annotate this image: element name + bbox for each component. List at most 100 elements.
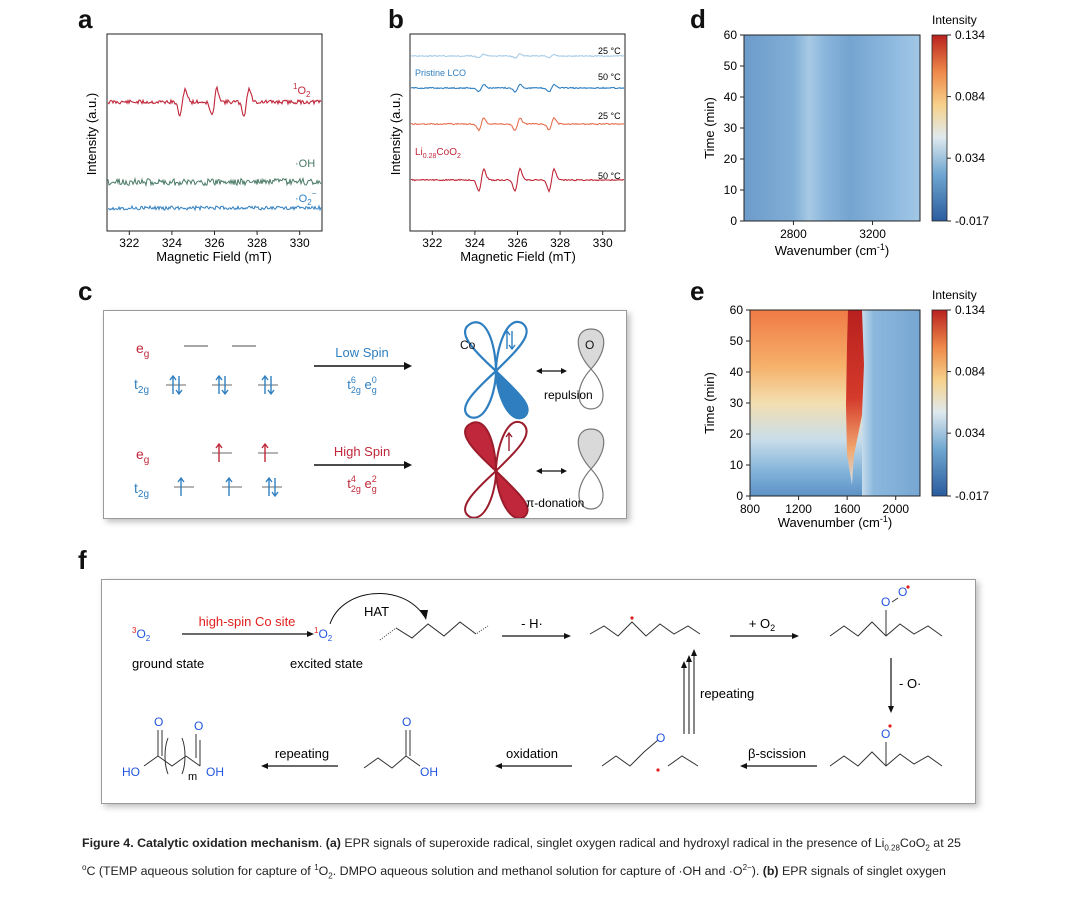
co-d-orbital-high xyxy=(464,420,529,520)
bracket-right xyxy=(181,737,186,775)
arrowhead xyxy=(404,461,412,469)
caption-text: C (TEMP aqueous solution for capture of xyxy=(86,864,315,879)
arrowhead xyxy=(495,763,502,769)
panel-label-d: d xyxy=(690,4,706,34)
heatmap-e: 0 10 20 30 40 50 60 800 1200 1600 2000 0.134 0.084 0… xyxy=(702,288,989,530)
beta-scission-label: β-scission xyxy=(748,746,806,761)
plus-o2-label: + O2 xyxy=(749,616,775,633)
o-p-orbital-high xyxy=(577,428,605,510)
acid-chain xyxy=(363,755,407,769)
ho-label: HO xyxy=(122,765,140,779)
colorbar-title: Intensity xyxy=(932,288,977,302)
x-tick-label: 328 xyxy=(550,236,570,250)
o-p-orbital-low: O xyxy=(577,328,605,410)
colorbar xyxy=(931,309,948,497)
x-axis-label: Magnetic Field (mT) xyxy=(460,249,576,264)
y-axis-label: Time (min) xyxy=(702,372,717,434)
arrowhead xyxy=(561,368,567,374)
ground-state-label: ground state xyxy=(132,656,204,671)
spin-up-arrow xyxy=(215,374,223,394)
eg-label-low: eg xyxy=(136,340,149,360)
radical-dot xyxy=(906,585,910,589)
caption-tag-a: (a) xyxy=(325,836,341,850)
epr-trace-oh xyxy=(107,176,322,188)
bond xyxy=(405,755,421,767)
x-tick-label: 326 xyxy=(204,236,224,250)
arrowhead xyxy=(420,610,428,620)
arrowhead xyxy=(561,468,567,474)
colorbar-tick-label: -0.017 xyxy=(955,214,989,228)
colorbar-tick-label: 0.134 xyxy=(955,28,985,42)
spin-up-arrow xyxy=(177,476,185,496)
colorbar-tick-label: 0.034 xyxy=(955,151,985,165)
epr-chart-a: 322 324 326 328 330 Magnetic Field (mT) Inte… xyxy=(84,33,323,264)
epr-trace-o2minus xyxy=(107,204,322,212)
t2g-label-high: t2g xyxy=(134,480,149,500)
caption-sub: 2 xyxy=(925,843,930,853)
repulsion-label: repulsion xyxy=(544,388,593,402)
ground-o2: 3O2 xyxy=(132,626,151,643)
panel-label-f: f xyxy=(78,545,87,575)
mechanism-diagram: 3O2 ground state high-spin Co site 1O2 e… xyxy=(122,585,943,783)
bond xyxy=(143,755,159,767)
minus-o-label: - O· xyxy=(899,676,921,691)
spin-down-arrow xyxy=(267,376,275,396)
low-spin-config: t6 2g e0 g xyxy=(347,375,377,395)
epr-trace-b-3 xyxy=(410,116,625,132)
radical-dot xyxy=(656,768,660,772)
oh-label: OH xyxy=(420,765,438,779)
radical-dot xyxy=(888,724,892,728)
high-spin-label: High Spin xyxy=(334,444,390,459)
excited-state-label: excited state xyxy=(290,656,363,671)
caption-text: CoO xyxy=(899,836,926,850)
m-label: m xyxy=(188,771,197,783)
y-tick-label: 40 xyxy=(724,90,738,104)
minus-h-label: - H· xyxy=(521,616,543,631)
caption-text: O xyxy=(318,864,329,879)
caption-title: Figure 4. Catalytic oxidation mechanism xyxy=(82,836,319,850)
x-axis-label: Wavenumber (cm-1) xyxy=(778,514,892,530)
o-atom: O xyxy=(194,719,203,733)
plot-frame xyxy=(409,33,626,232)
spin-up-arrow xyxy=(261,374,269,394)
colorbar-tick-label: 0.084 xyxy=(955,365,985,379)
alkane-chain-solid xyxy=(395,621,477,639)
repeating-label-2: repeating xyxy=(275,746,329,761)
arrowhead xyxy=(564,633,571,639)
x-tick-label: 330 xyxy=(593,236,613,250)
radical-chain xyxy=(589,621,701,637)
t2g-label-low: t2g xyxy=(134,376,149,396)
o-atom: O xyxy=(402,715,411,729)
y-tick-label: 10 xyxy=(730,458,744,472)
caption-text: ). xyxy=(751,864,763,879)
spin-state-box: eg t2g Low Spin t6 2g e0 g Co O repulsion … xyxy=(103,310,627,520)
caption-sup: 1 xyxy=(314,863,319,873)
panel-label-a: a xyxy=(78,4,93,34)
x-axis-label: Magnetic Field (mT) xyxy=(156,249,272,264)
caption-text: at 25 xyxy=(929,836,961,850)
radical-dot xyxy=(630,616,634,620)
oh-label-diacid: OH xyxy=(206,765,224,779)
y-tick-label: 50 xyxy=(730,334,744,348)
colorbar-tick-label: -0.017 xyxy=(955,489,989,503)
pi-donation-label: π-donation xyxy=(526,496,584,510)
temp-label-1: 25 °C xyxy=(598,46,621,56)
epr-trace-1o2 xyxy=(107,85,322,118)
bond xyxy=(891,597,899,603)
spin-up-arrow xyxy=(261,442,269,462)
y-axis-label: Intensity (a.u.) xyxy=(388,93,403,175)
o-atom: O xyxy=(881,727,890,741)
heatmap-d: 0 10 20 30 40 50 60 2800 3200 0.134 0.084 0.034 -0.… xyxy=(702,13,989,258)
heatmap-peak-band xyxy=(846,310,864,485)
colorbar-tick-label: 0.034 xyxy=(955,426,985,440)
o-atom: O xyxy=(898,585,907,599)
caption-sup: o xyxy=(82,863,87,873)
x-tick-label: 3200 xyxy=(859,227,886,241)
y-tick-label: 10 xyxy=(724,183,738,197)
temp-label-2: 50 °C xyxy=(598,72,621,82)
y-tick-label: 50 xyxy=(724,59,738,73)
spin-up-arrow xyxy=(225,476,233,496)
trace-label-1o2: 1O2 xyxy=(293,82,311,99)
y-tick-label: 60 xyxy=(730,303,744,317)
x-tick-label: 324 xyxy=(162,236,182,250)
